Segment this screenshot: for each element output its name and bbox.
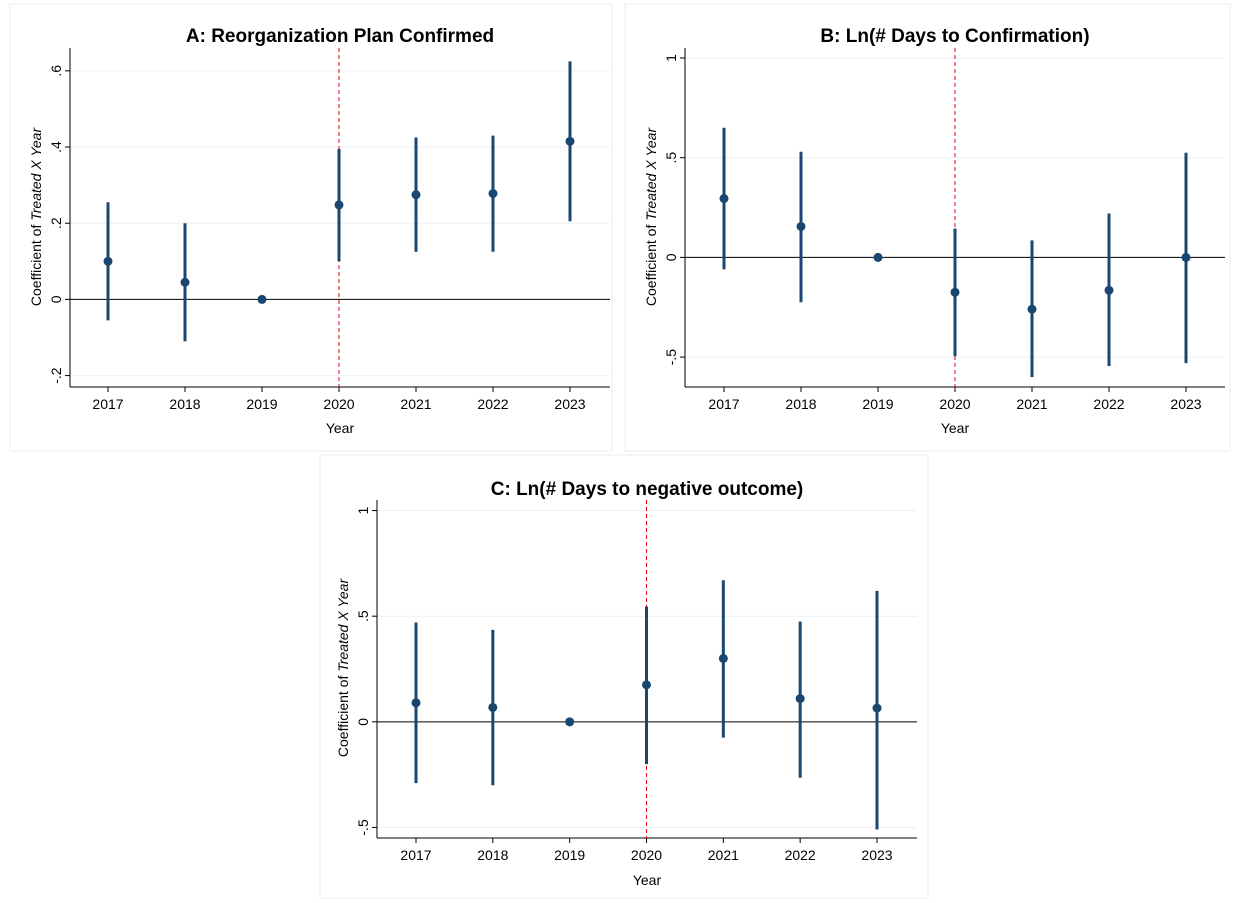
panel-b-y-tick-label-3: 1 <box>663 54 679 62</box>
panel-a-title: A: Reorganization Plan Confirmed <box>186 26 494 47</box>
panel-c-x-tick-label-5: 2022 <box>785 847 816 863</box>
panel-c-x-tick-label-4: 2021 <box>708 847 739 863</box>
panel-c-point-2019 <box>565 717 575 727</box>
panel-b-point-2021 <box>1027 304 1037 314</box>
panel-b-title: B: Ln(# Days to Confirmation) <box>820 26 1089 47</box>
panel-c-x-tick-label-0: 2017 <box>400 847 431 863</box>
panel-b-point-2017 <box>719 194 729 204</box>
panel-c-point-2023 <box>872 703 882 713</box>
panel-b-y-axis-label: Coefficient of Treated X Year <box>643 127 659 307</box>
panel-c-x-tick-label-6: 2023 <box>861 847 892 863</box>
panel-c-point-2022 <box>795 694 805 704</box>
panel-b-x-tick-label-2: 2019 <box>862 396 893 412</box>
panel-a-x-tick-label-6: 2023 <box>554 396 585 412</box>
panel-a-point-2018 <box>180 277 190 287</box>
panel-a: A: Reorganization Plan Confirmed -.2 0 .2.… <box>9 3 613 452</box>
panel-b-x-tick-label-1: 2018 <box>785 396 816 412</box>
panel-a-y-tick-label-4: .6 <box>48 65 64 77</box>
panel-b-point-2020 <box>950 287 960 297</box>
panel-a-point-2019 <box>257 294 267 304</box>
panel-b-x-axis-label: Year <box>941 420 970 436</box>
panel-c-point-2021 <box>718 653 728 663</box>
panel-a-x-tick-label-5: 2022 <box>477 396 508 412</box>
panel-c-title: C: Ln(# Days to negative outcome) <box>491 479 804 500</box>
panel-c-y-tick-label-1: 0 <box>355 718 371 726</box>
panel-c-x-tick-label-2: 2019 <box>554 847 585 863</box>
panel-a-x-tick-label-3: 2020 <box>323 396 354 412</box>
panel-b-x-tick-label-0: 2017 <box>708 396 739 412</box>
panel-c-y-tick-label-3: 1 <box>355 506 371 514</box>
panel-b-point-2019 <box>873 252 883 262</box>
panel-b-y-tick-label-0: -.5 <box>663 349 679 366</box>
panel-a-x-tick-label-0: 2017 <box>92 396 123 412</box>
panel-b-x-tick-label-5: 2022 <box>1093 396 1124 412</box>
panel-c-frame <box>319 454 929 899</box>
panel-c-y-tick-label-2: .5 <box>355 610 371 622</box>
panel-c: C: Ln(# Days to negative outcome) -.5 0 .5… <box>319 454 929 899</box>
panel-c-point-2020 <box>642 680 651 690</box>
panel-a-x-tick-label-1: 2018 <box>169 396 200 412</box>
panel-a-y-tick-label-2: .2 <box>48 217 64 229</box>
panel-c-y-axis-label: Coefficient of Treated X Year <box>335 578 351 758</box>
panel-a-plot: -.2 0 .2 .4 .6 2017 2018 2019 2020 2021 2022 2023 <box>48 48 610 412</box>
panel-b-x-tick-label-3: 2020 <box>939 396 970 412</box>
panel-a-y-tick-label-1: 0 <box>48 295 64 303</box>
panel-b-point-2018 <box>796 221 806 231</box>
panel-b-point-2023 <box>1181 252 1191 262</box>
panel-a-point-2023 <box>565 136 575 146</box>
panel-c-point-2018 <box>488 702 498 712</box>
panel-a-point-2020 <box>334 200 344 210</box>
panel-c-y-tick-label-0: -.5 <box>355 819 371 836</box>
panel-a-frame <box>9 3 613 452</box>
panel-a-x-axis-label: Year <box>326 420 355 436</box>
panel-b-x-tick-label-4: 2021 <box>1016 396 1047 412</box>
panel-a-point-2022 <box>488 189 498 199</box>
panel-b-plot: -.5 0 .5 1 2017 2018 2019 2020 2021 2022 2023 <box>663 48 1225 412</box>
panel-b-y-tick-label-2: .5 <box>663 152 679 164</box>
panel-c-x-tick-label-1: 2018 <box>477 847 508 863</box>
panel-b-x-tick-label-6: 2023 <box>1170 396 1201 412</box>
panel-b-frame <box>624 3 1231 452</box>
panel-c-x-axis-label: Year <box>633 872 662 888</box>
panel-c-x-tick-label-3: 2020 <box>631 847 662 863</box>
panel-a-point-2021 <box>411 190 421 200</box>
panel-a-y-tick-label-0: -.2 <box>48 367 64 384</box>
panel-a-y-axis-label: Coefficient of Treated X Year <box>28 127 44 307</box>
panel-b-point-2022 <box>1104 285 1114 295</box>
panel-a-point-2017 <box>103 256 113 266</box>
panel-c-plot: -.5 0 .5 1 2017 2018 2019 2020 2021 2022 2023 <box>355 500 917 863</box>
panel-b-y-tick-label-1: 0 <box>663 253 679 261</box>
panel-a-y-tick-label-3: .4 <box>48 141 64 153</box>
panel-a-x-tick-label-2: 2019 <box>246 396 277 412</box>
panel-b: B: Ln(# Days to Confirmation) -.5 0 .5 1 201… <box>624 3 1231 452</box>
panel-a-x-tick-label-4: 2021 <box>400 396 431 412</box>
panel-c-point-2017 <box>411 698 421 708</box>
